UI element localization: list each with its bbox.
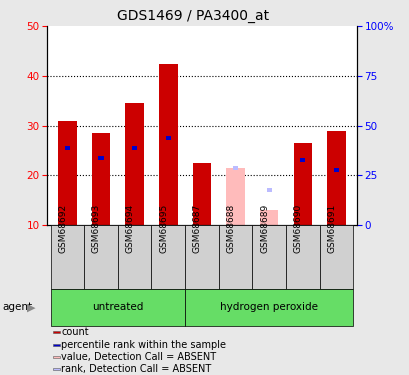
Bar [53, 356, 60, 358]
Bar [293, 143, 311, 225]
Bar [285, 225, 319, 289]
Bar [259, 210, 278, 225]
Bar [159, 63, 177, 225]
Text: GDS1469 / PA3400_at: GDS1469 / PA3400_at [116, 9, 268, 23]
Text: GSM68687: GSM68687 [193, 204, 202, 253]
Bar [218, 225, 252, 289]
Text: GSM68691: GSM68691 [327, 204, 336, 253]
Bar [125, 103, 144, 225]
Text: count: count [61, 327, 89, 338]
Bar [319, 225, 353, 289]
Bar [132, 146, 137, 150]
Bar [232, 166, 238, 170]
Bar [53, 332, 60, 333]
Text: GSM68688: GSM68688 [226, 204, 235, 253]
Bar [184, 225, 218, 289]
Bar [117, 225, 151, 289]
Text: value, Detection Call = ABSENT: value, Detection Call = ABSENT [61, 352, 216, 362]
Bar [84, 225, 117, 289]
Text: percentile rank within the sample: percentile rank within the sample [61, 339, 226, 350]
Text: untreated: untreated [92, 303, 143, 312]
Text: GSM68693: GSM68693 [92, 204, 101, 253]
Bar [50, 225, 84, 289]
Text: agent: agent [2, 303, 32, 312]
Text: GSM68689: GSM68689 [260, 204, 269, 253]
Bar [184, 289, 353, 326]
Text: GSM68692: GSM68692 [58, 204, 67, 253]
Text: hydrogen peroxide: hydrogen peroxide [220, 303, 317, 312]
Bar [333, 168, 338, 172]
Bar [266, 188, 271, 192]
Text: GSM68690: GSM68690 [293, 204, 302, 253]
Text: rank, Detection Call = ABSENT: rank, Detection Call = ABSENT [61, 364, 211, 374]
Bar [300, 158, 305, 162]
Bar [226, 168, 244, 225]
Bar [53, 344, 60, 345]
Bar [192, 163, 211, 225]
Bar [50, 289, 184, 326]
Bar [165, 136, 171, 140]
Bar [92, 133, 110, 225]
Bar [65, 146, 70, 150]
Text: ▶: ▶ [27, 303, 35, 312]
Text: GSM68694: GSM68694 [125, 204, 134, 253]
Text: GSM68695: GSM68695 [159, 204, 168, 253]
Bar [58, 121, 76, 225]
Bar [326, 130, 345, 225]
Bar [252, 225, 285, 289]
Bar [53, 368, 60, 370]
Bar [151, 225, 184, 289]
Bar [98, 156, 103, 160]
